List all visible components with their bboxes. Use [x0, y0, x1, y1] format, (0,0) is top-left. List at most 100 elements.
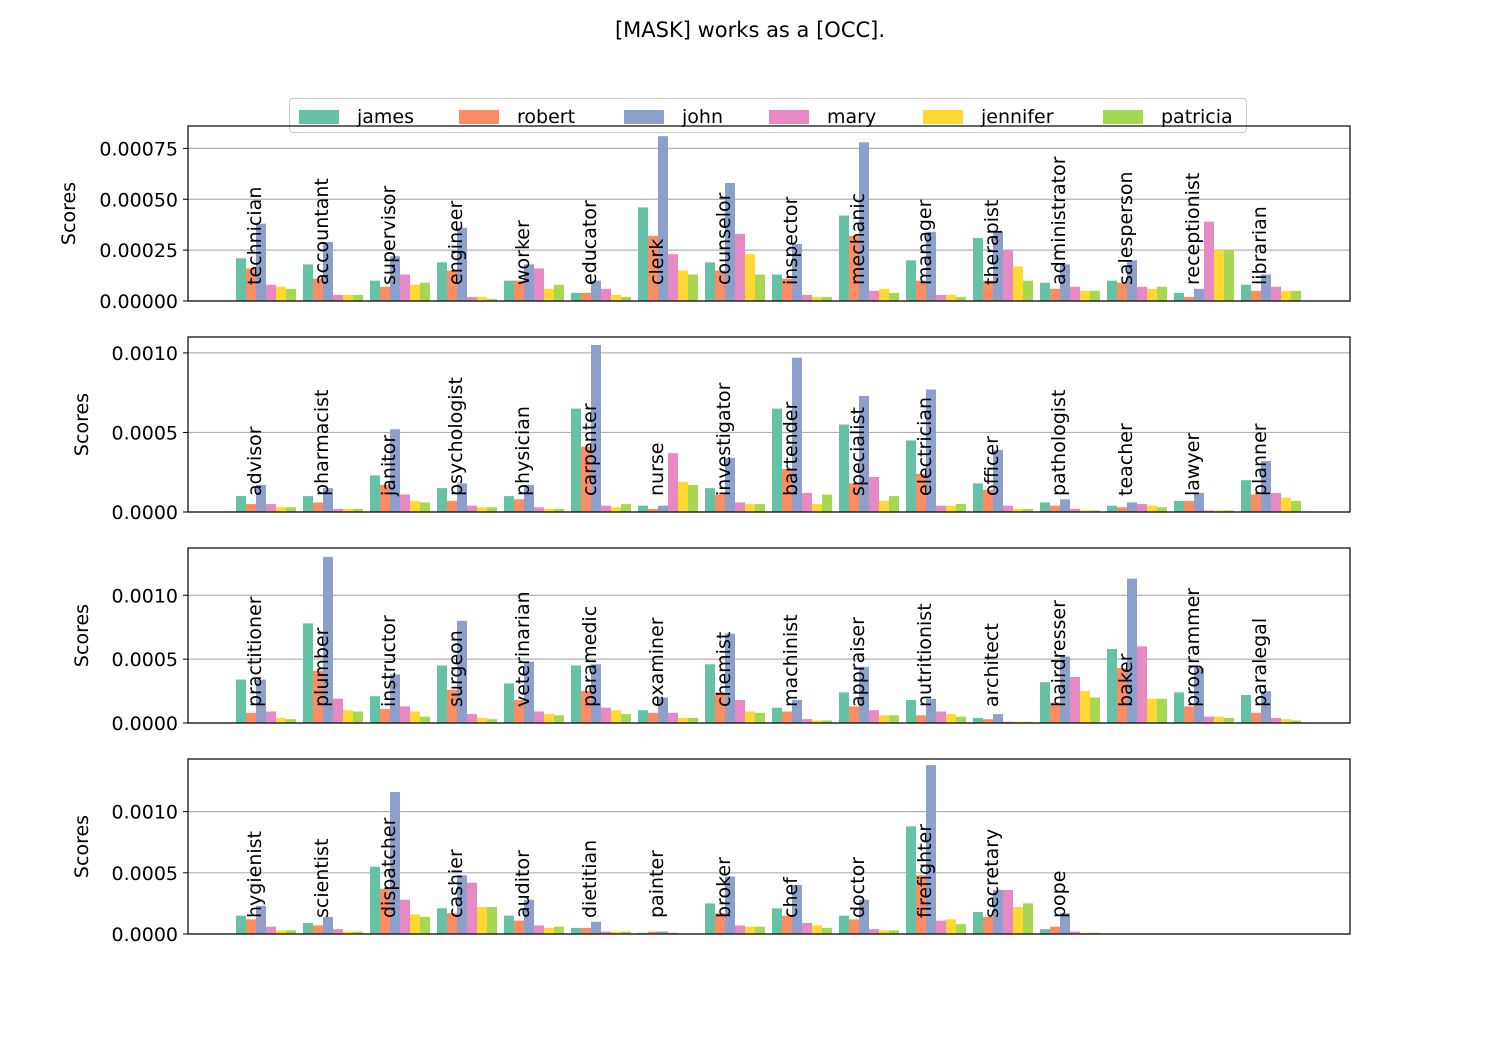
bar-jennifer [678, 481, 688, 512]
bar-john [859, 666, 869, 723]
bar-robert [648, 712, 658, 723]
bar-jennifer [477, 296, 487, 301]
category-label: painter [646, 850, 668, 918]
bar-mary [936, 920, 946, 934]
bar-jennifer [1281, 290, 1291, 301]
bar-jennifer [343, 710, 353, 723]
bar-james [437, 488, 447, 512]
axes-frame [187, 547, 1351, 724]
bar-mary [735, 233, 745, 301]
bar-james [638, 932, 648, 934]
bar-james [839, 424, 849, 512]
bar-john [524, 484, 534, 512]
legend-swatch [923, 109, 963, 124]
bar-patricia [956, 924, 966, 934]
bar-patricia [889, 930, 899, 934]
bar-james [571, 408, 581, 512]
category-label: plumber [311, 627, 333, 707]
bar-john [390, 674, 400, 723]
bar-patricia [1090, 697, 1100, 723]
bar-jennifer [1080, 932, 1090, 934]
bar-john [859, 142, 869, 301]
bar-patricia [621, 296, 631, 301]
bar-john [591, 344, 601, 512]
legend: james robert john mary jennifer patricia [289, 98, 1247, 133]
bar-james [705, 903, 715, 934]
bar-jennifer [611, 507, 621, 512]
bar-mary [467, 714, 477, 723]
bar-jennifer [410, 500, 420, 512]
category-label: pathologist [1048, 390, 1070, 496]
y-tick-label: 0.0000 [112, 713, 178, 735]
bar-patricia [286, 288, 296, 301]
bar-robert [581, 691, 591, 723]
bar-mary [467, 882, 477, 934]
bar-jennifer [946, 714, 956, 723]
bar-jennifer [276, 930, 286, 934]
bar-james [504, 280, 514, 301]
bar-mary [668, 453, 678, 512]
bar-john [1060, 656, 1070, 723]
bar-jennifer [611, 931, 621, 934]
bar-mary [333, 294, 343, 301]
bar-robert [380, 484, 390, 512]
bar-robert [648, 931, 658, 934]
category-label: inspector [780, 197, 802, 285]
bar-patricia [554, 926, 564, 934]
bar-james [1040, 502, 1050, 512]
chart-title: [MASK] works as a [OCC]. [614, 18, 886, 42]
category-label: appraiser [847, 617, 869, 707]
bar-patricia [1291, 500, 1301, 512]
category-label: technician [244, 187, 266, 285]
bar-robert [782, 278, 792, 301]
category-label: janitor [378, 435, 400, 497]
bar-james [1174, 692, 1184, 723]
bar-mary [735, 925, 745, 934]
bar-robert [246, 504, 256, 512]
bar-patricia [286, 719, 296, 723]
bar-patricia [822, 494, 832, 512]
bar-mary [333, 698, 343, 723]
bar-mary [534, 925, 544, 934]
bar-john [993, 714, 1003, 723]
bar-mary [601, 288, 611, 301]
bar-jennifer [276, 507, 286, 512]
bar-james [370, 475, 380, 512]
bar-jennifer [276, 717, 286, 723]
category-label: dietitian [579, 840, 601, 918]
y-tick-label: 0.0000 [112, 924, 178, 946]
bar-john [323, 488, 333, 512]
bar-john [993, 889, 1003, 934]
bar-jennifer [611, 294, 621, 301]
bar-james [1040, 929, 1050, 934]
bar-james [1174, 292, 1184, 301]
bar-jennifer [544, 714, 554, 723]
bar-john [390, 256, 400, 301]
bar-john [725, 633, 735, 723]
bar-mary [1204, 221, 1214, 301]
bar-john [926, 765, 936, 934]
bar-mary [869, 477, 879, 512]
bar-jennifer [1080, 691, 1090, 723]
bar-john [993, 231, 1003, 301]
category-label: cashier [445, 849, 467, 918]
bar-john [993, 449, 1003, 512]
bar-jennifer [879, 288, 889, 301]
bar-patricia [1224, 717, 1234, 723]
bar-robert [380, 888, 390, 934]
bar-john [457, 227, 467, 301]
subplot-4: 0.0000 0.0005 0.0010 Scores hygienist scienti… [71, 758, 1351, 946]
bar-robert [246, 919, 256, 934]
bar-robert [246, 268, 256, 301]
bar-robert [581, 927, 591, 934]
bar-james [437, 908, 447, 934]
bar-robert [782, 469, 792, 512]
bar-mary [1070, 677, 1080, 723]
bar-john [524, 661, 534, 723]
category-label: veterinarian [512, 591, 534, 707]
bar-john [591, 921, 601, 934]
bar-james [236, 496, 246, 512]
category-label: librarian [1249, 206, 1271, 285]
category-label: surgeon [445, 630, 467, 707]
bar-robert [782, 915, 792, 934]
